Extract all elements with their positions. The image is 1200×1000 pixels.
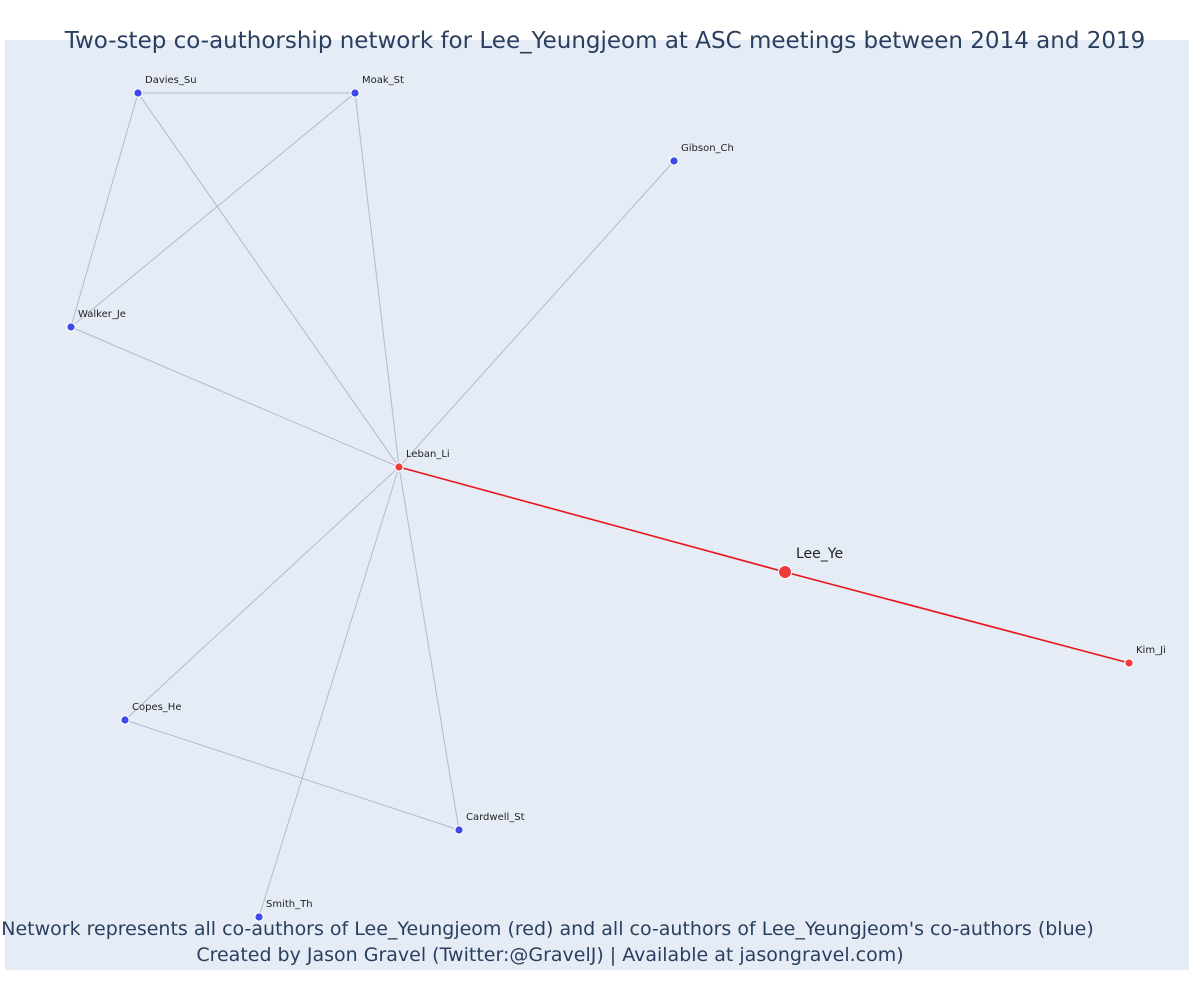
edge-Davies_Su-Leban_Li [137,92,400,468]
node-label-Lee_Ye: Lee_Ye [796,546,843,562]
node-Lee_Ye[interactable] [778,565,792,579]
node-Leban_Li[interactable] [394,462,404,472]
node-label-Cardwell_St: Cardwell_St [466,812,525,823]
node-Smith_Th[interactable] [254,912,264,922]
nodes-layer [66,88,1134,922]
node-Walker_Je[interactable] [66,322,76,332]
chart-title: Two-step co-authorship network for Lee_Y… [64,28,1146,54]
node-Kim_Ji[interactable] [1124,658,1134,668]
plot-area [5,40,1189,970]
node-label-Leban_Li: Leban_Li [406,449,450,460]
edges-layer [70,92,1130,918]
node-label-Smith_Th: Smith_Th [266,899,313,910]
labels-layer: Lee_Ye Leban_Li Kim_Ji Davies_Su Moak_St Gibs… [78,75,1166,910]
edge-Moak_St-Walker_Je [70,92,356,328]
node-label-Moak_St: Moak_St [362,75,404,86]
node-Gibson_Ch[interactable] [669,156,679,166]
edge-Copes_He-Cardwell_St [124,719,460,831]
node-Cardwell_St[interactable] [454,825,464,835]
edge-Moak_St-Leban_Li [354,92,400,468]
node-label-Gibson_Ch: Gibson_Ch [681,143,734,154]
edge-Leban_Li-Copes_He [124,466,400,721]
node-Copes_He[interactable] [120,715,130,725]
node-label-Davies_Su: Davies_Su [145,75,197,86]
node-label-Kim_Ji: Kim_Ji [1136,645,1166,656]
edge-Leban_Li-Smith_Th [258,466,400,918]
node-Davies_Su[interactable] [133,88,143,98]
edge-Lee_Ye-Kim_Ji [784,571,1130,664]
edge-Gibson_Ch-Leban_Li [398,160,675,468]
edge-Walker_Je-Leban_Li [70,326,400,468]
edge-Davies_Su-Walker_Je [70,92,139,328]
edge-Leban_Li-Lee_Ye [398,466,786,573]
edge-Leban_Li-Cardwell_St [398,466,460,831]
node-label-Walker_Je: Walker_Je [78,309,126,320]
node-label-Copes_He: Copes_He [132,702,181,713]
caption-line-2: Created by Jason Gravel (Twitter:@Gravel… [196,944,904,966]
caption-line-1: Network represents all co-authors of Lee… [1,918,1094,940]
node-Moak_St[interactable] [350,88,360,98]
